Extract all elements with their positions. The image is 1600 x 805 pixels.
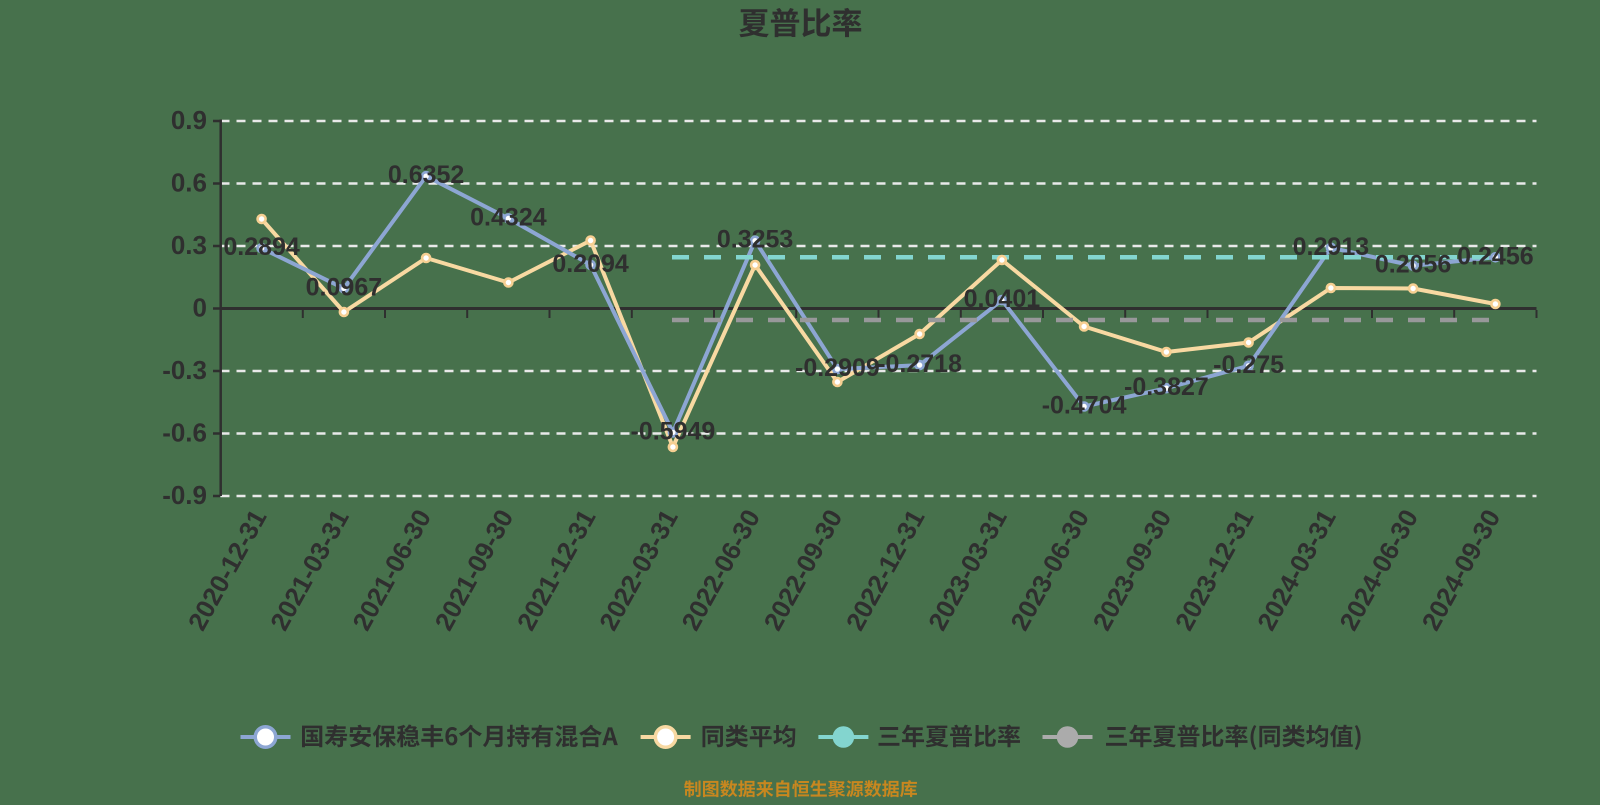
svg-text:-0.2718: -0.2718 (877, 350, 962, 378)
svg-text:-0.2909: -0.2909 (795, 354, 880, 382)
svg-text:0.4324: 0.4324 (470, 203, 547, 231)
svg-text:0.9: 0.9 (171, 105, 207, 135)
svg-text:-0.9: -0.9 (162, 480, 207, 510)
svg-text:0.3: 0.3 (171, 230, 207, 260)
svg-text:0.2094: 0.2094 (552, 250, 629, 278)
svg-text:0.2894: 0.2894 (223, 233, 300, 261)
svg-text:-0.3827: -0.3827 (1124, 373, 1209, 401)
svg-text:-0.5949: -0.5949 (631, 417, 716, 445)
svg-text:-0.3: -0.3 (162, 355, 207, 385)
svg-text:0.2913: 0.2913 (1293, 233, 1369, 261)
svg-text:0.0967: 0.0967 (306, 273, 382, 301)
svg-text:0.0401: 0.0401 (964, 285, 1041, 313)
svg-text:0.6352: 0.6352 (388, 161, 464, 189)
svg-text:-0.4704: -0.4704 (1042, 392, 1127, 420)
svg-text:0.6: 0.6 (171, 168, 207, 198)
svg-text:0.2456: 0.2456 (1457, 242, 1533, 270)
svg-text:0: 0 (193, 293, 207, 323)
svg-text:-0.6: -0.6 (162, 418, 207, 448)
svg-text:0.2056: 0.2056 (1375, 251, 1451, 279)
svg-text:0.3253: 0.3253 (717, 226, 793, 254)
svg-text:-0.275: -0.275 (1213, 351, 1284, 379)
